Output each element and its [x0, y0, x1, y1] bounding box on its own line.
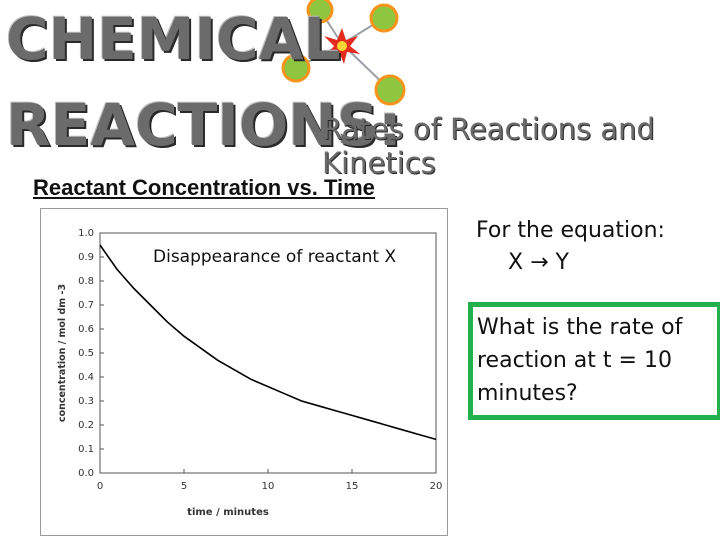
molecule-illustration [281, 0, 406, 106]
y-tick-label: 0.3 [78, 396, 94, 407]
x-tick-label: 0 [97, 481, 103, 492]
y-tick-label: 0.0 [78, 468, 94, 479]
y-tick-label: 0.6 [78, 324, 94, 335]
section-heading: Reactant Concentration vs. Time [33, 175, 375, 200]
x-axis-label: time / minutes [187, 507, 269, 518]
y-tick-label: 0.8 [78, 276, 94, 287]
banner-title-line1: CHEMICAL [6, 5, 341, 73]
y-tick-label: 0.2 [78, 420, 94, 431]
series-line [99, 244, 437, 441]
concentration-chart: 0.0 0.1 0.2 0.3 0.4 0.5 0.6 0.7 0.8 0.9 1.0 0 5 10 15 2… [57, 228, 443, 518]
y-tick-label: 0.9 [78, 252, 94, 263]
banner-subtitle: Rates of Reactions and Kinetics [322, 112, 655, 180]
question-text: What is the rate of reaction at t = 10 m… [477, 315, 683, 406]
y-tick-label: 1.0 [78, 228, 94, 239]
question-box: What is the rate of reaction at t = 10 m… [468, 302, 720, 420]
equation-formula: X → Y [508, 250, 569, 275]
y-tick-label: 0.7 [78, 300, 94, 311]
chart-title: Disappearance of reactant X [153, 247, 397, 267]
molecule-center-burst [324, 28, 360, 64]
x-tick-label: 20 [430, 481, 443, 492]
chart-container: 0.0 0.1 0.2 0.3 0.4 0.5 0.6 0.7 0.8 0.9 1.0 0 5 10 15 2… [40, 208, 448, 536]
equation-label: For the equation: [476, 218, 665, 243]
molecule-atom-top [306, 0, 334, 24]
banner-title-line2: REACTIONS: [6, 91, 402, 159]
y-axis-label: concentration / mol dm -3 [57, 284, 68, 422]
x-tick-label: 5 [181, 481, 187, 492]
x-tick-label: 10 [262, 481, 275, 492]
molecule-atom-bottom [374, 74, 406, 106]
y-tick-label: 0.5 [78, 348, 94, 359]
x-tick-label: 15 [346, 481, 359, 492]
y-tick-label: 0.4 [78, 372, 94, 383]
molecule-atom-right [369, 3, 399, 33]
plot-area [99, 232, 437, 474]
y-tick-label: 0.1 [78, 444, 94, 455]
molecule-atom-left [281, 53, 311, 83]
